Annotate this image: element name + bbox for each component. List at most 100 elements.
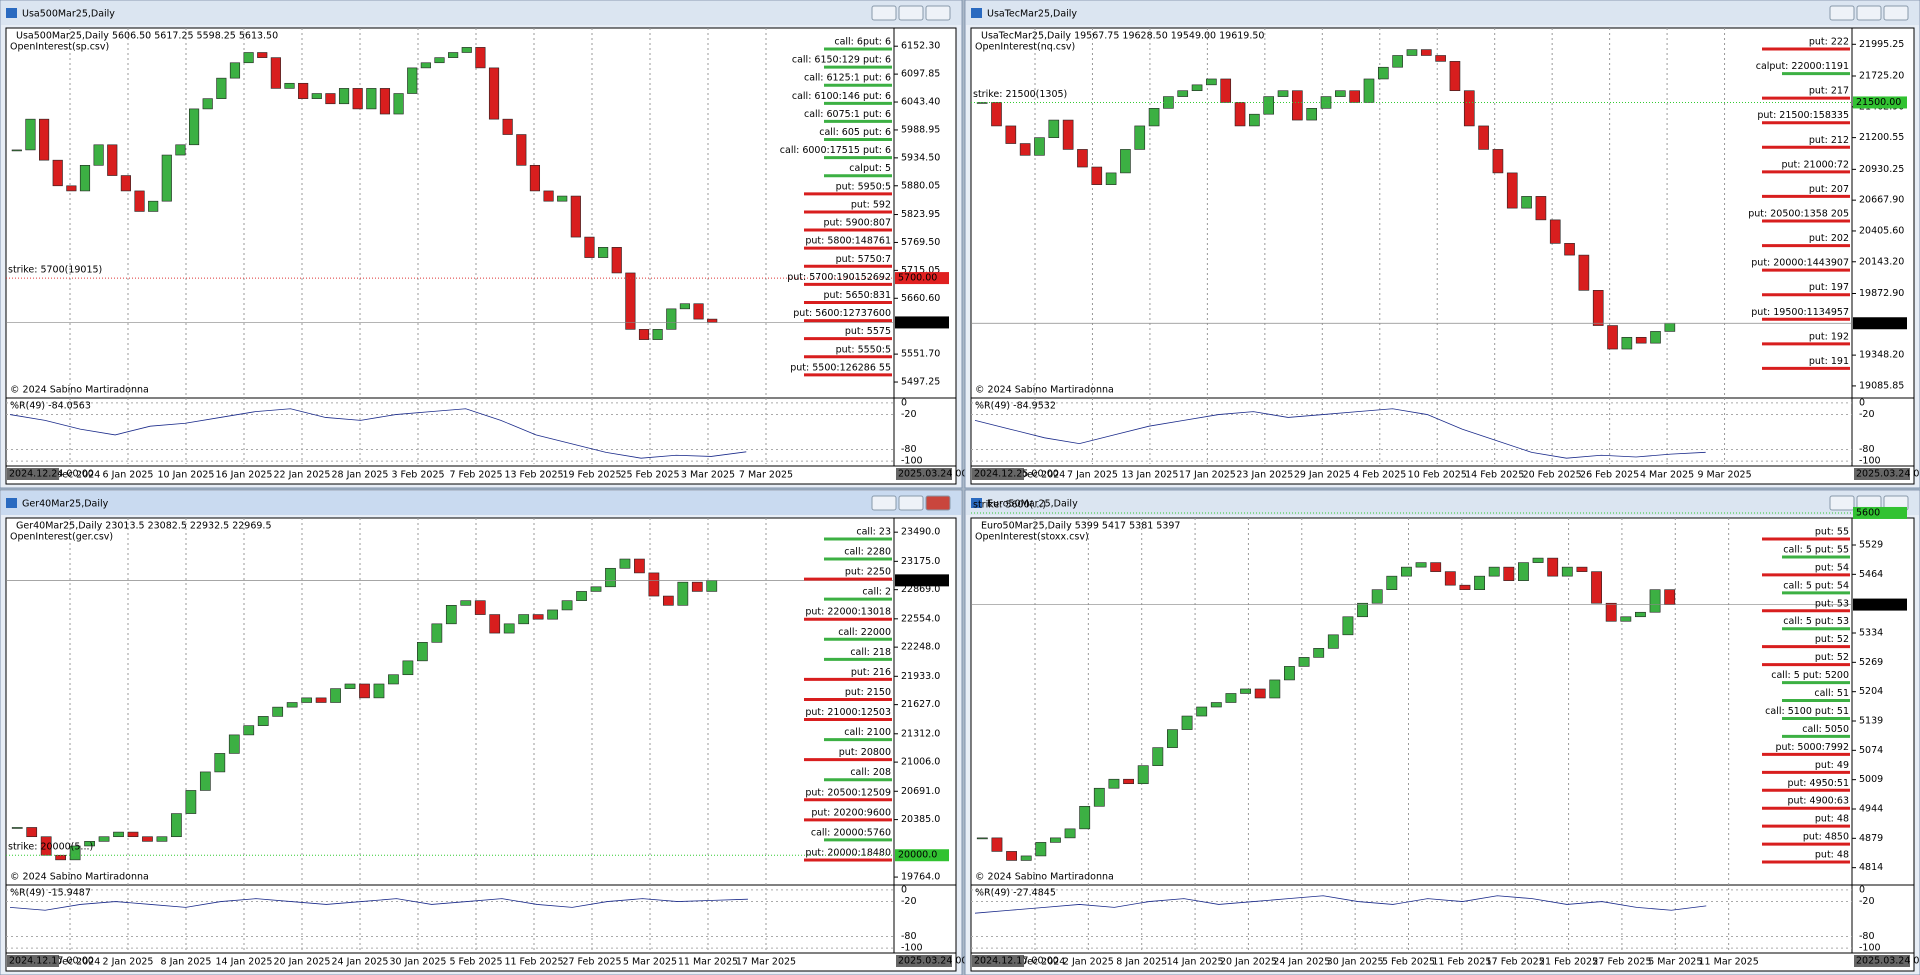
oi-label: put: 20800: [839, 747, 891, 758]
last-price-tag: [895, 316, 949, 329]
candle: [1605, 602, 1617, 622]
price-tick-label: 5204: [1859, 686, 1883, 697]
oi-label: put: 20000:1443907: [1751, 258, 1849, 269]
strike-tag-label: 5700.00: [898, 273, 937, 284]
candle: [976, 837, 988, 840]
close-button[interactable]: [1883, 5, 1909, 21]
date-label: 21 Feb 2025: [1539, 957, 1598, 968]
date-label: 30 Jan 2025: [390, 957, 447, 968]
candle: [1377, 66, 1389, 80]
wpr-tick-label: -20: [1859, 896, 1875, 907]
price-tick-label: 20667.90: [1859, 195, 1904, 206]
date-label: 5 Mar 2025: [1648, 957, 1702, 968]
candle: [1620, 616, 1632, 622]
oi-label: put: 21500:158335: [1757, 110, 1849, 121]
copyright: © 2024 Sabino Martiradonna: [975, 385, 1114, 396]
price-tick-label: 20405.60: [1859, 225, 1904, 236]
price-tick-label: 20930.25: [1859, 164, 1904, 175]
candle: [1547, 557, 1559, 577]
date-label: 20 Jan 2025: [274, 957, 331, 968]
price-tick-label: 5074: [1859, 745, 1883, 756]
candle: [359, 683, 370, 699]
candle: [272, 706, 284, 717]
date-label: 29 Jan 2025: [1294, 470, 1351, 481]
maximize-button[interactable]: [1856, 5, 1882, 21]
close-button[interactable]: [925, 5, 951, 21]
oi-label: put: 217: [1809, 86, 1849, 97]
candle: [171, 813, 182, 838]
candle: [243, 725, 255, 736]
oi-label: call: 6000:17515 put: 6: [780, 145, 891, 156]
date-label: 22 Jan 2025: [274, 470, 331, 481]
candle: [243, 52, 254, 64]
candle: [407, 67, 418, 94]
oi-label: put: 5500:126286 55: [790, 362, 891, 373]
candle: [1415, 562, 1427, 568]
candle: [1177, 90, 1189, 97]
wpr-line: [974, 408, 1706, 459]
oi-label: call: 218: [850, 647, 891, 658]
oi-label: calput: 5: [849, 163, 891, 174]
minimize-button[interactable]: [871, 5, 897, 21]
minimize-button[interactable]: [1829, 5, 1855, 21]
last-price-label: 5613.50: [898, 317, 937, 328]
candle: [1152, 747, 1164, 766]
maximize-button[interactable]: [898, 5, 924, 21]
close-button[interactable]: [925, 495, 951, 511]
minimize-button[interactable]: [1829, 495, 1855, 511]
candle: [1535, 196, 1547, 221]
candle: [1444, 571, 1456, 586]
candle: [344, 683, 356, 689]
oi-label: put: 5000:7992: [1775, 742, 1849, 753]
candle: [40, 836, 52, 856]
date-end-box: [1854, 955, 1910, 967]
maximize-button[interactable]: [898, 495, 924, 511]
oi-label: call: 51: [1814, 688, 1849, 699]
wpr-tick-label: -80: [901, 444, 917, 455]
candle: [1342, 616, 1354, 636]
oi-label: put: 53: [1815, 598, 1849, 609]
price-tick-label: 22554.0: [901, 613, 940, 624]
oi-label: put: 52: [1815, 634, 1849, 645]
oi-label: call: 5 put: 53: [1783, 616, 1849, 627]
candle: [373, 683, 385, 699]
chart-header: Ger40Mar25,Daily 23013.5 23082.5 22932.5…: [16, 521, 272, 532]
candle: [1062, 119, 1074, 150]
candle: [1650, 331, 1661, 344]
strike-tag-label: 5600: [1856, 507, 1880, 518]
date-label: 28 Jan 2025: [332, 470, 389, 481]
price-tick-label: 21725.20: [1859, 71, 1904, 82]
oi-label: put: 5650:831: [823, 290, 891, 301]
chart-area: [970, 27, 1915, 485]
date-end: 2025.03.24 00:00: [1856, 956, 1920, 967]
oi-label: put: 5575: [845, 326, 891, 337]
candle: [532, 614, 544, 620]
price-tick-label: 5529: [1859, 540, 1883, 551]
window-icon: [6, 8, 17, 18]
candle: [1478, 125, 1489, 150]
candle: [420, 62, 431, 69]
window-title: Ger40Mar25,Daily: [22, 499, 109, 510]
price-tick-label: 4814: [1859, 862, 1883, 873]
candle: [1108, 778, 1120, 789]
minimize-button[interactable]: [871, 495, 897, 511]
candle: [503, 623, 515, 634]
window-title: UsaTecMar25,Daily: [987, 9, 1077, 20]
date-label: 7 Feb 2025: [449, 470, 502, 481]
date-label: 14 Jan 2025: [216, 957, 273, 968]
candle: [79, 164, 91, 192]
date-label: 20 Dec 2024: [40, 957, 101, 968]
oi-label: call: 6put: 6: [834, 37, 891, 48]
candle: [431, 623, 443, 643]
date-start: 2024.12.17 00:00: [974, 956, 1059, 967]
date-end-box: [896, 468, 952, 480]
date-label: 10 Feb 2025: [1408, 470, 1467, 481]
candle: [576, 591, 587, 601]
wpr-label: %R(49) -27.4845: [975, 888, 1056, 899]
candle: [652, 329, 663, 340]
candle: [1349, 90, 1360, 103]
candle: [611, 247, 622, 274]
oi-label: put: 197: [1809, 282, 1849, 293]
candle: [1148, 108, 1160, 127]
